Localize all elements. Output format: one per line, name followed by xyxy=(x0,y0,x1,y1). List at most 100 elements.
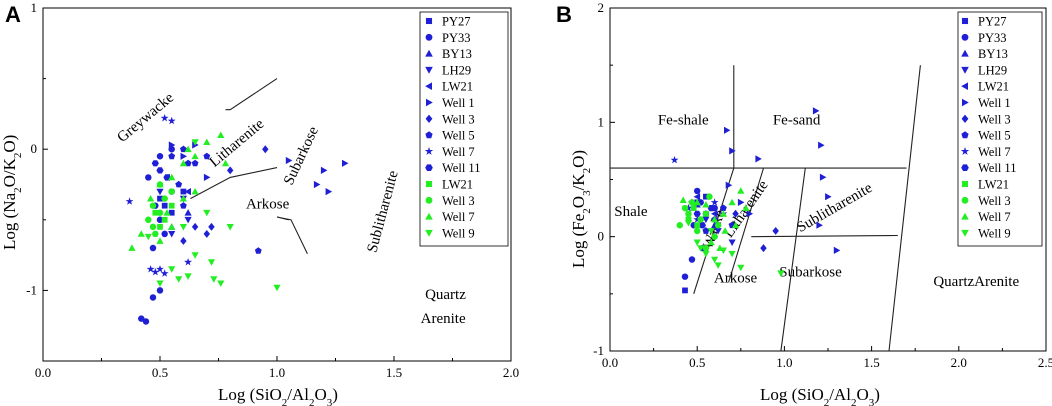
data-point xyxy=(693,198,701,206)
legend-label: PY27 xyxy=(978,15,1006,29)
legend-marker xyxy=(962,98,969,107)
legend-marker xyxy=(425,82,432,90)
legend-marker xyxy=(961,164,969,171)
data-point xyxy=(203,230,210,238)
data-point xyxy=(688,199,696,206)
panel-b-boundaries xyxy=(610,65,921,352)
data-point xyxy=(693,193,701,201)
data-point xyxy=(285,156,293,165)
x-tick-label: 1.5 xyxy=(386,365,402,380)
data-point xyxy=(711,256,719,264)
legend-label: PY33 xyxy=(978,31,1006,45)
data-point xyxy=(702,244,710,252)
data-point xyxy=(175,276,183,283)
data-point xyxy=(156,287,164,294)
data-point xyxy=(156,265,164,273)
data-point xyxy=(690,205,697,211)
legend-label: BY13 xyxy=(978,47,1008,61)
legend-label: Well 1 xyxy=(442,96,475,110)
panel-b-legend-box xyxy=(957,11,1043,247)
region-label: Arenite xyxy=(421,311,466,327)
region-label: Arkose xyxy=(714,270,758,286)
legend-item: Well 7 xyxy=(961,210,1011,224)
legend-item: Well 5 xyxy=(961,129,1011,143)
data-point xyxy=(156,188,164,196)
data-point xyxy=(144,233,152,241)
data-point xyxy=(180,145,187,153)
data-point xyxy=(156,209,164,216)
data-point xyxy=(714,228,722,235)
legend-marker xyxy=(425,196,433,204)
data-point xyxy=(693,227,701,235)
data-point xyxy=(221,159,230,167)
data-point xyxy=(702,201,710,208)
data-point xyxy=(184,145,192,153)
data-point xyxy=(163,174,171,181)
legend-item: LW21 xyxy=(961,178,1009,192)
legend-label: Well 11 xyxy=(978,161,1016,175)
legend-item: Well 5 xyxy=(425,129,475,143)
data-point xyxy=(702,226,710,235)
data-point xyxy=(191,188,199,195)
data-point xyxy=(697,216,704,223)
panel-b-y-ticks: 2 1 0 -1 xyxy=(593,0,615,358)
data-point xyxy=(818,141,825,149)
y-tick-label: -1 xyxy=(593,343,604,358)
data-point xyxy=(684,220,693,227)
legend-marker xyxy=(961,229,969,237)
x-tick-label: 0.5 xyxy=(152,365,168,380)
legend-item: Well 11 xyxy=(425,161,480,175)
data-point xyxy=(160,269,169,277)
legend-marker xyxy=(425,180,433,188)
data-point xyxy=(168,202,175,209)
data-point xyxy=(184,209,192,216)
data-point xyxy=(163,209,171,216)
data-point xyxy=(714,262,722,269)
data-point xyxy=(711,210,718,218)
data-point xyxy=(157,223,163,230)
data-point xyxy=(179,195,187,202)
legend-marker xyxy=(425,33,433,41)
region-label: Greywacke xyxy=(114,90,177,146)
data-point xyxy=(676,221,683,229)
data-point xyxy=(191,252,199,259)
legend-marker xyxy=(425,49,433,57)
data-point xyxy=(184,258,192,266)
legend-item: PY33 xyxy=(425,31,470,45)
data-point xyxy=(184,273,192,280)
x-tick-label: 0.0 xyxy=(35,365,51,380)
data-point xyxy=(693,239,701,246)
legend-label: Well 7 xyxy=(978,145,1011,159)
legend-label: LW21 xyxy=(978,178,1009,192)
data-point xyxy=(179,159,187,167)
data-point xyxy=(156,180,164,188)
panel-b-y-axis-title: Log (Fe2O3/K2O) xyxy=(569,150,593,268)
panel-b-x-axis-title: Log (SiO2/Al2O3) xyxy=(760,385,880,406)
data-point xyxy=(728,198,736,206)
data-point xyxy=(156,167,164,174)
data-point xyxy=(710,198,719,206)
data-point xyxy=(168,266,176,273)
legend-marker xyxy=(425,66,433,74)
data-point xyxy=(180,237,187,245)
legend-label: LH29 xyxy=(442,63,471,77)
data-point xyxy=(151,267,160,276)
legend-marker xyxy=(960,147,970,155)
x-tick-label: 1.0 xyxy=(776,355,792,370)
data-point xyxy=(147,195,155,202)
data-point xyxy=(273,284,281,292)
data-point xyxy=(161,216,168,223)
data-point xyxy=(812,107,820,115)
data-point xyxy=(203,209,211,217)
data-point xyxy=(156,153,164,160)
legend-item: LW21 xyxy=(425,80,473,94)
panel-a-legend-items: PY27 PY33 BY13 LH29 LW21 Well 1 Well 3 Well 5 We… xyxy=(424,15,480,240)
y-tick-label: 1 xyxy=(598,114,605,129)
data-point xyxy=(320,166,328,174)
field-boundary-line xyxy=(693,167,735,294)
data-point xyxy=(737,264,745,272)
legend-label: Well 3 xyxy=(978,194,1011,208)
x-tick-label: 2.0 xyxy=(503,365,519,380)
data-point xyxy=(217,131,225,138)
